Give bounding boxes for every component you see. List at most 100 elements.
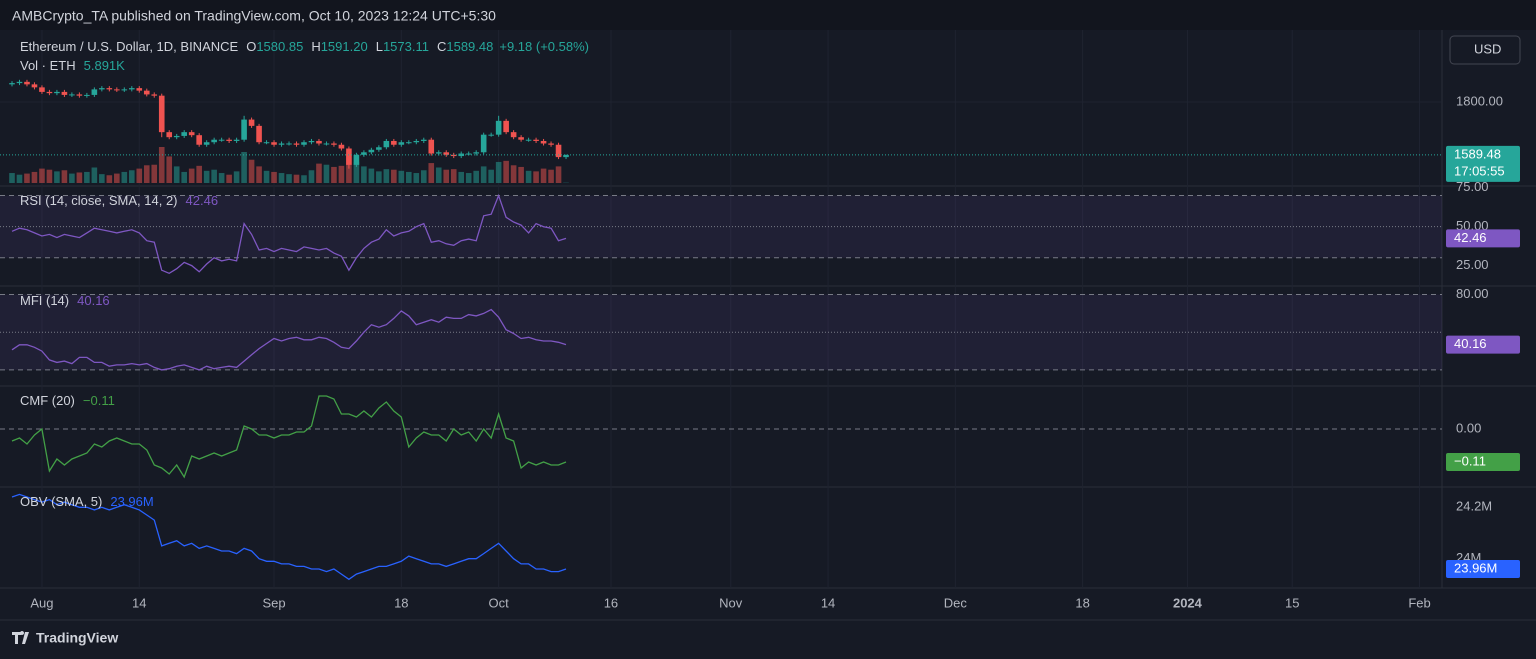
volume-bar [211,169,217,183]
ohlc-key: L [376,39,383,54]
volume-bar [391,169,397,183]
y-tick-label: 0.00 [1456,420,1481,435]
x-tick-label: Oct [489,595,510,610]
volume-bar [196,165,202,183]
candle-body [563,154,569,158]
x-tick-label: 15 [1285,595,1299,610]
candle-body [346,148,352,165]
candle-body [151,94,158,96]
x-tick-label: 18 [1075,595,1089,610]
value-tag [1446,560,1520,578]
candle-body [383,140,390,148]
value-tag [1446,335,1520,354]
pane-value: 23.96M [110,494,153,509]
volume-bar [99,174,105,183]
volume-bar [69,173,75,183]
candle-body [271,142,277,145]
candle-body [76,94,83,96]
candle-body [69,94,75,96]
price-legend: Ethereum / U.S. Dollar, 1D, BINANCE O1580… [20,39,589,54]
y-tick-label: 80.00 [1456,286,1489,301]
candle-body [316,140,322,144]
volume-bar [106,175,113,183]
volume-bar [533,171,539,183]
footer-logo [12,631,29,644]
volume-bar [353,161,360,183]
ohlc-value: 1591.20 [321,39,368,54]
pane-legend: RSI (14, close, SMA, 14, 2) 42.46 [20,193,218,208]
volume-bar [376,171,382,183]
candle-body [54,91,60,94]
pane-legend: CMF (20) −0.11 [20,393,115,408]
y-tick-label: 75.00 [1456,179,1489,194]
candle-body [301,142,307,145]
candle-body [16,81,23,84]
indicator-line [11,193,567,275]
candle-body [331,143,337,145]
x-tick-label: 18 [394,595,408,610]
x-tick-label: 2024 [1173,595,1203,610]
candle-body [278,143,285,145]
pane-legend: MFI (14) 40.16 [20,293,110,308]
candle-body [248,119,255,126]
candle-body [458,153,465,157]
volume-bar [503,160,509,183]
candle-body [241,119,247,140]
candle-body [256,125,262,143]
candle-body [525,139,532,141]
volume-bar [143,165,150,183]
candle-body [398,142,405,145]
candle-body [503,120,509,133]
candle-body [555,144,562,158]
volume-legend: Vol · ETH 5.891K [20,58,125,73]
candle-body [473,152,479,154]
y-tick-label: 24.2M [1456,499,1492,514]
volume-bar [278,173,285,183]
x-tick-label: 14 [132,595,146,610]
volume-bar [263,170,270,183]
currency-label[interactable]: USD [1474,41,1501,56]
ohlc-key: C [437,39,446,54]
candle-body [121,89,128,91]
value-tag-label: −0.11 [1454,453,1486,468]
ohlc-value: 1580.85 [256,39,303,54]
candle-body [173,135,180,138]
x-tick-label: Feb [1408,595,1430,610]
volume-bar [465,173,472,183]
volume-bar [488,169,494,183]
volume-bar [166,156,173,183]
volume-bar [316,163,322,183]
volume-bar [323,164,330,183]
volume-bar [46,169,53,183]
change-value: +9.18 (+0.58%) [499,39,589,54]
candle-body [91,89,98,95]
candle-body [428,139,435,154]
candle-body [420,139,427,141]
value-tag-label: 42.46 [1454,230,1487,245]
candle-body [518,137,524,140]
volume-bar [420,170,427,183]
volume-bar [203,170,210,183]
currency-button[interactable] [1449,35,1521,65]
volume-bar [338,165,345,183]
candle-body [413,140,420,143]
candle-body [128,88,135,90]
ohlc-key: H [311,39,320,54]
candle-body [480,134,487,153]
indicator-line [11,308,567,371]
candle-body [495,120,502,135]
volume-bar [76,172,83,183]
volume-bar [368,168,375,183]
pane-legend: OBV (SMA, 5) 23.96M [20,494,154,509]
candle-body [233,139,240,141]
candle-body [308,140,315,143]
volume-bar [24,173,30,183]
volume-bar [158,147,165,183]
volume-bar [450,169,457,183]
candle-body [203,142,210,145]
x-tick-label: 16 [604,595,618,610]
pane-value: −0.11 [83,393,115,408]
volume-bar [443,169,450,183]
candle-body [24,81,30,85]
